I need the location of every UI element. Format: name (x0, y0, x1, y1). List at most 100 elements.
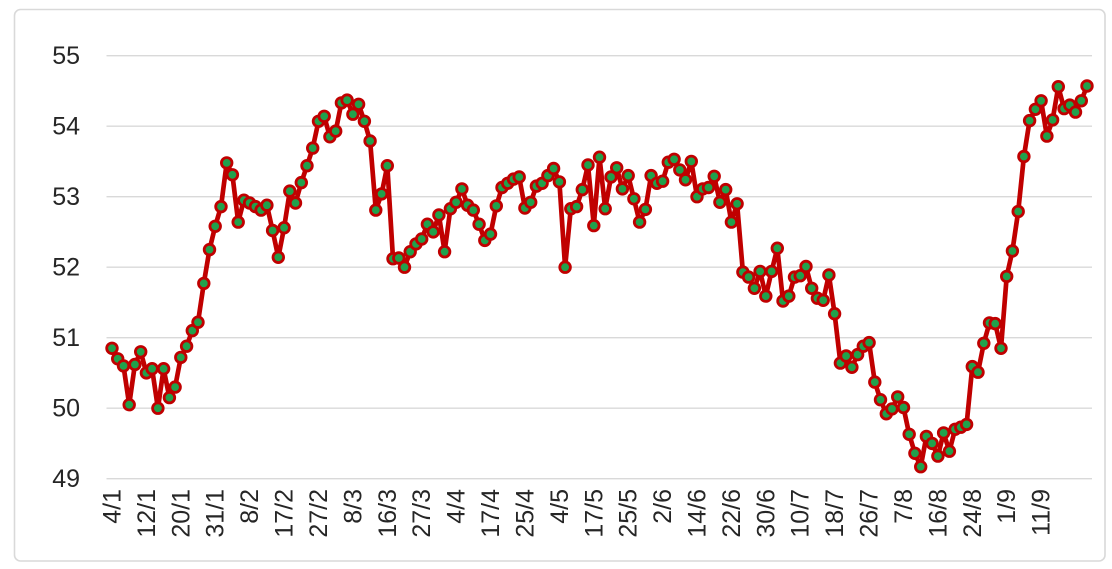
data-point-marker (885, 402, 899, 416)
x-axis-tick-label: 22/6 (718, 489, 746, 538)
data-point-marker (340, 93, 354, 107)
data-point-marker (472, 217, 486, 231)
data-point-marker (632, 215, 647, 229)
data-point-marker (283, 184, 297, 198)
data-point-marker (822, 268, 836, 282)
data-point-marker (908, 446, 922, 461)
x-axis-tick-label: 16/3 (374, 489, 402, 538)
data-point-marker (208, 219, 222, 234)
y-axis-tick-label: 49 (52, 465, 80, 493)
data-point-marker (621, 168, 635, 183)
data-point-marker (1068, 105, 1083, 119)
data-point-marker (1051, 79, 1066, 94)
data-point-marker (357, 114, 372, 129)
data-point-marker (214, 199, 228, 214)
data-point-marker (959, 417, 974, 432)
data-point-marker (719, 182, 733, 197)
data-point-marker (392, 251, 406, 265)
data-point-marker (329, 124, 343, 138)
data-point-marker (862, 335, 876, 350)
x-axis-tick-label: 1/9 (993, 489, 1021, 524)
data-point-marker (610, 161, 624, 175)
data-point-marker (902, 427, 916, 442)
y-axis-tick-label: 54 (52, 113, 80, 141)
data-point-marker (128, 357, 142, 372)
data-point-marker (868, 375, 882, 389)
data-point-marker (483, 227, 498, 241)
data-point-marker (638, 202, 653, 217)
x-axis-tick-label: 18/7 (821, 489, 849, 538)
data-point-marker (306, 141, 320, 155)
data-point-marker (799, 259, 813, 274)
x-axis-tick-label: 30/6 (752, 489, 780, 538)
data-point-marker (845, 360, 859, 375)
data-point-marker (816, 293, 830, 308)
data-point-marker (271, 250, 286, 264)
data-point-marker (891, 390, 905, 404)
data-point-marker (1005, 244, 1020, 258)
data-point-marker (374, 187, 389, 201)
data-point-marker (747, 281, 762, 296)
x-axis-tick-label: 8/3 (339, 489, 367, 524)
data-point-marker (151, 401, 165, 415)
data-point-marker (265, 223, 280, 238)
data-point-marker (604, 170, 618, 184)
data-point-marker (156, 362, 171, 376)
y-axis-tick-label: 50 (52, 395, 80, 423)
data-point-marker (587, 218, 601, 233)
data-point-marker (977, 336, 991, 351)
data-point-marker (558, 260, 572, 274)
data-point-marker (426, 225, 440, 239)
chart-frame-group (13, 8, 1106, 562)
data-point-marker (294, 175, 309, 190)
x-axis-tick-label: 17/2 (271, 489, 299, 538)
data-point-marker (684, 154, 699, 169)
data-point-marker (369, 203, 383, 217)
data-point-marker (466, 203, 481, 217)
data-point-marker (317, 109, 331, 124)
data-point-marker (174, 350, 188, 365)
data-point-marker (1034, 94, 1048, 108)
data-point-marker (569, 199, 584, 214)
x-axis-tick-label: 11/9 (1028, 489, 1056, 536)
chart-frame (13, 8, 1106, 562)
data-point-marker (351, 97, 366, 112)
x-axis-tick-label: 4/5 (546, 489, 574, 524)
data-point-marker (942, 444, 957, 458)
y-axis-tick-label: 53 (52, 183, 80, 211)
data-point-marker (1074, 94, 1089, 108)
data-point-marker (667, 152, 681, 167)
x-axis-tick-label: 26/7 (856, 489, 884, 538)
data-point-marker (741, 270, 756, 284)
data-point-marker (759, 289, 773, 303)
data-point-marker (524, 195, 538, 210)
data-point-marker (219, 156, 234, 170)
data-point-marker (581, 158, 595, 172)
x-axis-tick-label: 8/2 (236, 489, 264, 524)
x-axis-tick-label: 24/8 (959, 489, 987, 538)
data-point-marker (724, 215, 739, 229)
data-point-marker (552, 175, 567, 189)
data-point-marker (225, 168, 240, 182)
data-point-marker (1022, 113, 1037, 128)
data-point-marker (415, 232, 429, 246)
x-axis-tick-label: 27/3 (408, 489, 436, 538)
data-point-marker (380, 158, 395, 173)
x-axis-tick-label: 7/8 (890, 489, 918, 524)
data-point-marker (288, 196, 303, 210)
data-point-marker (162, 390, 177, 405)
data-point-marker (713, 195, 727, 210)
data-point-marker (133, 345, 148, 359)
gridlines-group (106, 55, 1092, 480)
data-point-marker (782, 289, 796, 303)
data-point-marker (191, 315, 205, 329)
x-axis-tick-label: 14/6 (684, 489, 712, 538)
x-axis-tick-label: 25/5 (615, 489, 643, 538)
data-point-marker (449, 195, 463, 210)
data-point-marker (1011, 204, 1025, 219)
x-axis-tick-label: 10/7 (787, 489, 815, 538)
data-point-marker (179, 339, 194, 353)
data-point-marker (770, 241, 785, 255)
data-point-marker (432, 208, 446, 222)
